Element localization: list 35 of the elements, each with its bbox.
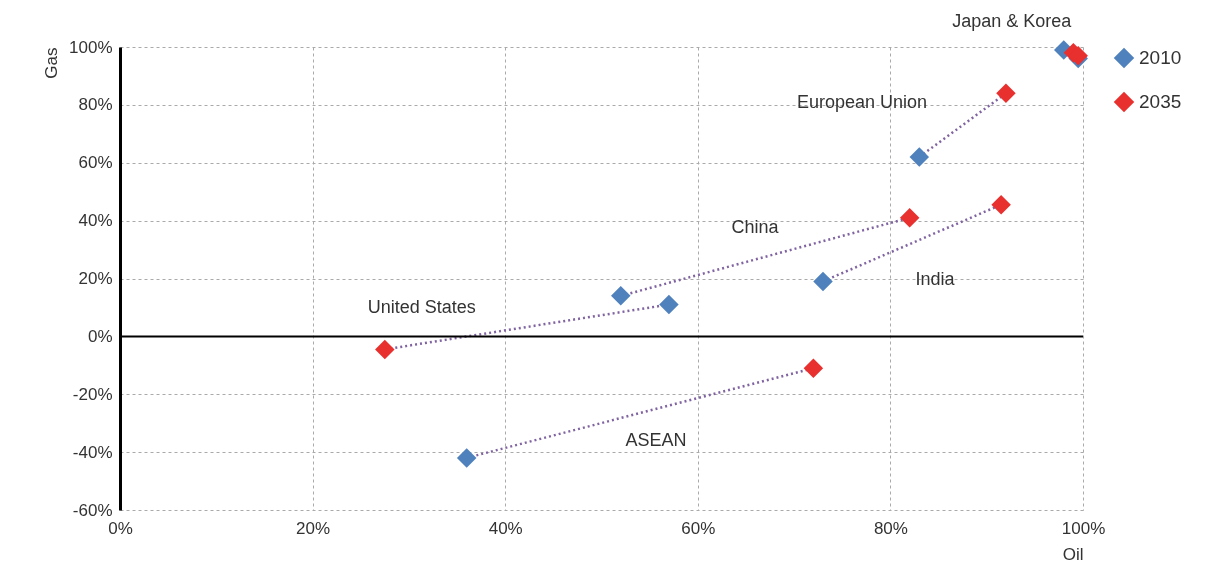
y-tick-label: 100% bbox=[69, 37, 113, 57]
legend-label: 2010 bbox=[1139, 47, 1182, 68]
point bbox=[991, 194, 1011, 215]
annotation: ASEAN bbox=[625, 430, 687, 450]
legend-label: 2035 bbox=[1139, 91, 1182, 112]
point bbox=[659, 294, 679, 315]
y-tick-label: -20% bbox=[72, 384, 113, 404]
x-tick-label: 20% bbox=[296, 518, 331, 538]
annotation: Japan & Korea bbox=[952, 10, 1073, 31]
x-tick-label: 0% bbox=[108, 518, 133, 538]
annotation: India bbox=[915, 269, 956, 289]
x-tick-label: 80% bbox=[873, 518, 908, 538]
y-axis-title: Gas bbox=[42, 47, 62, 79]
point bbox=[899, 207, 920, 228]
point bbox=[456, 448, 477, 468]
point bbox=[803, 358, 824, 378]
x-tick-label: 40% bbox=[488, 518, 523, 538]
y-tick-label: 80% bbox=[78, 95, 113, 115]
y-tick-label: 60% bbox=[78, 153, 113, 173]
point bbox=[375, 339, 395, 360]
point bbox=[909, 147, 930, 167]
point bbox=[996, 83, 1016, 104]
point bbox=[611, 286, 631, 306]
x-tick-label: 60% bbox=[681, 518, 716, 538]
annotation: European Union bbox=[796, 92, 928, 112]
y-tick-label: 0% bbox=[87, 326, 113, 346]
point bbox=[813, 271, 833, 292]
x-tick-label: 100% bbox=[1061, 518, 1106, 538]
x-axis-title: Oil bbox=[1062, 544, 1084, 564]
y-tick-label: 20% bbox=[78, 269, 113, 288]
annotation: United States bbox=[367, 297, 476, 318]
y-tick-label: -40% bbox=[72, 442, 113, 462]
annotation: China bbox=[731, 217, 780, 237]
y-tick-label: -60% bbox=[72, 500, 113, 520]
y-tick-label: 40% bbox=[78, 211, 113, 231]
